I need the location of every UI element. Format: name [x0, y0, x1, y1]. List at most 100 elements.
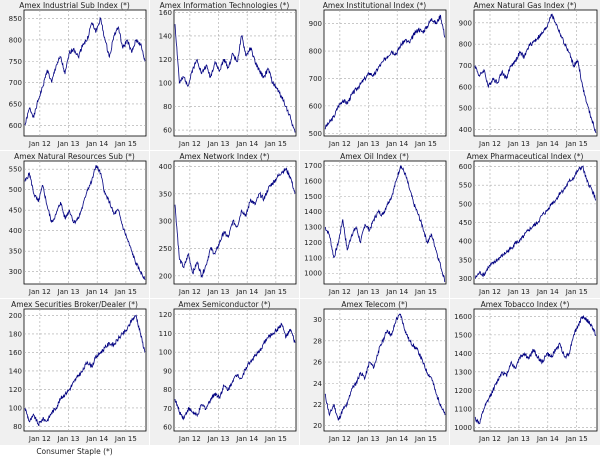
chart-panel-1: Amex Industrial Sub Index (*) Jan 12 Jan …: [0, 0, 149, 150]
chart-svg: Jan 12 Jan 13 Jan 14 Jan 15 600 650 700 750 800 8…: [9, 9, 147, 148]
x-tick-label: Jan 13: [357, 288, 380, 296]
y-tick-label: 700: [9, 79, 22, 87]
y-tick-label: 750: [9, 58, 22, 66]
y-tick-label: 160: [159, 9, 172, 17]
y-tick-label: 1600: [304, 177, 322, 185]
y-tick-label: 500: [459, 200, 472, 208]
plot-area: [23, 9, 147, 137]
chart-panel-7: Amex Oil Index (*) Jan 12 Jan 13 Jan 14 Jan…: [300, 151, 449, 298]
x-tick-label: Jan 13: [57, 288, 80, 296]
x-tick-label: Jan 15: [565, 288, 588, 296]
x-tick-label: Jan 13: [207, 140, 230, 148]
y-tick-label: 60: [163, 127, 172, 135]
chart-svg: Jan 12 Jan 13 Jan 14 Jan 15 300 350 400 450 500 5…: [459, 160, 598, 296]
x-tick-label: Jan 14: [385, 435, 408, 443]
y-tick-label: 350: [159, 190, 172, 198]
y-tick-label: 350: [9, 248, 22, 256]
y-tick-label: 1300: [454, 368, 472, 376]
y-tick-label: 800: [9, 36, 22, 44]
x-tick-label: Jan 15: [565, 435, 588, 443]
y-tick-label: 450: [9, 207, 22, 215]
chart-svg: Jan 12 Jan 13 Jan 14 Jan 15 400 500 600 700 800 9…: [459, 9, 598, 148]
plot-area: [23, 160, 147, 285]
series-line: [174, 24, 296, 133]
y-tick-label: 850: [9, 15, 22, 23]
chart-title: Amex Tobacco Index (*): [480, 300, 570, 309]
y-tick-label: 60: [163, 424, 172, 432]
y-tick-label: 160: [9, 349, 22, 357]
x-tick-label: Jan 13: [507, 288, 530, 296]
x-tick-label: Jan 12: [478, 288, 501, 296]
x-tick-label: Jan 13: [507, 435, 530, 443]
next-chart-title: Consumer Staple (*): [36, 447, 113, 456]
y-tick-label: 1200: [304, 239, 322, 247]
y-tick-label: 80: [163, 386, 172, 394]
x-tick-label: Jan 12: [328, 435, 351, 443]
x-tick-label: Jan 15: [264, 288, 287, 296]
chart-title: Amex Oil Index (*): [340, 152, 409, 161]
x-tick-label: Jan 15: [565, 140, 588, 148]
x-tick-label: Jan 15: [414, 435, 437, 443]
chart-title: Amex Information Technologies (*): [159, 1, 290, 10]
y-tick-label: 100: [9, 404, 22, 412]
x-tick-label: Jan 13: [57, 435, 80, 443]
x-tick-label: Jan 13: [57, 140, 80, 148]
plot-area: [323, 9, 447, 137]
chart-svg: Jan 12 Jan 13 Jan 14 Jan 15 1000 1100 1200 1300…: [304, 160, 447, 296]
y-tick-label: 80: [163, 103, 172, 111]
y-tick-label: 550: [9, 166, 22, 174]
y-tick-label: 1700: [304, 162, 322, 170]
y-tick-label: 500: [9, 186, 22, 194]
y-tick-label: 20: [313, 422, 322, 430]
chart-title: Amex Semiconductor (*): [178, 300, 271, 309]
y-tick-label: 1200: [454, 387, 472, 395]
series-line: [324, 14, 446, 130]
y-tick-label: 450: [459, 219, 472, 227]
chart-svg: Jan 12 Jan 13 Jan 14 Jan 15 200 250 300 350 400: [159, 160, 297, 296]
x-tick-label: Jan 15: [114, 288, 137, 296]
chart-title: Amex Natural Resources Sub (*): [14, 152, 135, 161]
chart-title: Amex Institutional Index (*): [322, 1, 427, 10]
y-tick-label: 200: [159, 272, 172, 280]
x-tick-label: Jan 13: [207, 435, 230, 443]
y-tick-label: 800: [309, 48, 322, 56]
plot-area: [173, 9, 297, 137]
series-line: [474, 13, 597, 133]
chart-panel-10: Amex Semiconductor (*) Jan 12 Jan 13 Jan 1…: [150, 299, 299, 445]
x-tick-label: Jan 15: [114, 140, 137, 148]
y-tick-label: 600: [309, 102, 322, 110]
y-tick-label: 200: [9, 312, 22, 320]
series-line: [24, 314, 146, 426]
series-line: [474, 314, 597, 425]
y-tick-label: 550: [459, 182, 472, 190]
y-tick-label: 1000: [454, 424, 472, 432]
plot-area: [173, 160, 297, 285]
x-tick-label: Jan 12: [178, 435, 201, 443]
series-line: [324, 313, 446, 421]
x-tick-label: Jan 12: [328, 140, 351, 148]
y-tick-label: 650: [9, 100, 22, 108]
chart-svg: Jan 12 Jan 13 Jan 14 Jan 15 300 350 400 450 500 5…: [9, 160, 147, 296]
y-tick-label: 70: [163, 405, 172, 413]
x-tick-label: Jan 15: [114, 435, 137, 443]
y-tick-label: 800: [459, 41, 472, 49]
y-tick-label: 140: [159, 32, 172, 40]
chart-panel-9: Amex Securities Broker/Dealer (*) Jan 12…: [0, 299, 149, 445]
chart-svg: Jan 12 Jan 13 Jan 14 Jan 15 60 70 80 90 100 110 12…: [159, 308, 297, 443]
x-tick-label: Jan 12: [28, 288, 51, 296]
x-tick-label: Jan 14: [235, 288, 258, 296]
series-line: [174, 322, 296, 421]
chart-title: Amex Securities Broker/Dealer (*): [11, 300, 138, 309]
chart-svg: Jan 12 Jan 13 Jan 14 Jan 15 500 600 700 800 900: [309, 9, 447, 148]
chart-title: Amex Natural Gas Index (*): [473, 1, 577, 10]
y-tick-label: 26: [313, 359, 322, 367]
x-tick-label: Jan 12: [478, 140, 501, 148]
y-tick-label: 1100: [304, 254, 322, 262]
x-tick-label: Jan 14: [536, 288, 559, 296]
chart-panel-2: Amex Information Technologies (*) Jan 12…: [150, 0, 299, 150]
y-tick-label: 250: [159, 245, 172, 253]
y-tick-label: 700: [459, 62, 472, 70]
plot-area: [473, 308, 598, 432]
chart-title: Amex Pharmaceutical Index (*): [466, 152, 584, 161]
